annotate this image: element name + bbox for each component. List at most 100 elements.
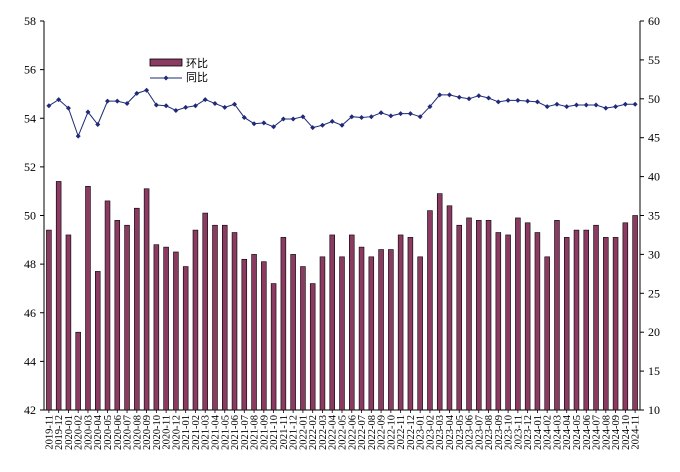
legend-label-bar: 环比 [186, 57, 208, 70]
line-point [134, 90, 140, 96]
x-tick-label: 2023-11 [513, 415, 524, 450]
bar [329, 234, 335, 411]
x-tick-label: 2021-09 [259, 415, 270, 450]
bar [603, 237, 609, 411]
bar [212, 224, 218, 411]
bar [114, 220, 121, 411]
bar [612, 237, 619, 411]
x-tick-label: 2022-06 [347, 415, 358, 450]
line-point [505, 97, 511, 103]
x-tick-label: 2020-11 [162, 415, 173, 450]
bar [143, 188, 150, 411]
x-tick-label: 2021-04 [210, 414, 221, 450]
bar [622, 222, 629, 411]
x-tick-label: 2020-12 [171, 415, 182, 450]
x-tick-label: 2023-01 [416, 415, 427, 450]
line-point [163, 103, 169, 109]
left-tick-label: 58 [24, 14, 36, 28]
left-tick-label: 46 [24, 306, 36, 320]
x-tick-label: 2021-07 [240, 415, 251, 450]
x-tick-label: 2023-02 [425, 415, 436, 450]
line-point [339, 122, 345, 128]
x-tick-label: 2021-02 [191, 415, 202, 450]
line-point [280, 116, 286, 122]
line-point [613, 104, 619, 110]
line-point [251, 121, 257, 127]
bar [104, 200, 111, 411]
legend-label-line: 同比 [186, 71, 208, 84]
x-tick-label: 2022-07 [357, 415, 368, 450]
x-tick-label: 2024-11 [631, 415, 642, 450]
left-tick-label: 48 [24, 257, 36, 271]
x-tick-label: 2022-03 [318, 415, 329, 450]
x-tick-label: 2024-01 [533, 415, 544, 450]
x-tick-label: 2020-07 [123, 415, 134, 450]
right-tick-label: 35 [648, 209, 660, 223]
bar [55, 181, 62, 411]
line-point [486, 95, 492, 101]
line-point [593, 102, 599, 108]
bar [436, 193, 443, 411]
line-point [446, 92, 452, 98]
right-tick-label: 50 [648, 92, 660, 106]
bar [95, 271, 101, 411]
x-tick-label: 2021-11 [279, 415, 290, 450]
legend-swatch-marker [163, 75, 169, 81]
left-tick-label: 52 [24, 160, 36, 174]
x-tick-label: 2024-02 [543, 415, 554, 450]
line-point [261, 120, 267, 126]
line-point [290, 116, 296, 122]
bar [495, 232, 502, 411]
x-tick-label: 2019-11 [44, 415, 55, 450]
x-tick-label: 2019-12 [54, 415, 65, 450]
bar [46, 229, 52, 411]
bar [554, 220, 560, 411]
line-point [456, 94, 462, 100]
x-tick-label: 2021-05 [220, 415, 231, 450]
x-tick-label: 2022-12 [406, 415, 417, 450]
line-point [564, 104, 570, 110]
left-tick-label: 54 [24, 111, 36, 125]
right-tick-label: 40 [648, 170, 660, 184]
line-point [56, 97, 62, 103]
bar [173, 251, 179, 411]
x-tick-label: 2024-03 [552, 415, 563, 450]
right-tick-label: 10 [648, 403, 660, 417]
line-point [515, 97, 521, 103]
x-tick-label: 2022-10 [386, 415, 397, 450]
line-point [368, 114, 374, 120]
bar [388, 249, 394, 411]
x-tick-label: 2022-11 [396, 415, 407, 450]
line-point [329, 118, 335, 124]
bar [358, 246, 365, 411]
line-point [85, 109, 91, 115]
line-point [388, 113, 394, 119]
bar [417, 256, 423, 411]
bar [134, 207, 140, 411]
line-point [398, 111, 404, 117]
bar [222, 224, 228, 411]
bar [270, 283, 277, 411]
x-tick-label: 2021-12 [289, 415, 300, 450]
line-point [378, 110, 384, 116]
x-tick-label: 2022-01 [298, 415, 309, 450]
bar [378, 249, 384, 411]
line-point [407, 111, 413, 117]
line-point [495, 99, 501, 105]
right-tick-label: 55 [648, 53, 660, 67]
legend-swatch-bar [149, 58, 183, 67]
bar [573, 229, 580, 411]
x-tick-label: 2023-03 [435, 415, 446, 450]
x-tick-label: 2023-04 [445, 414, 456, 450]
bar [515, 217, 521, 411]
x-tick-label: 2022-08 [367, 415, 378, 450]
line-point [192, 103, 198, 109]
left-axis-ticks: 42 44 46 48 50 52 54 56 58 [24, 14, 44, 417]
line-point [437, 92, 443, 98]
line-path [48, 89, 636, 138]
line-point [300, 114, 306, 120]
x-tick-label: 2020-03 [83, 415, 94, 450]
line-point [603, 105, 609, 111]
bar [261, 261, 267, 411]
bar [280, 237, 287, 411]
